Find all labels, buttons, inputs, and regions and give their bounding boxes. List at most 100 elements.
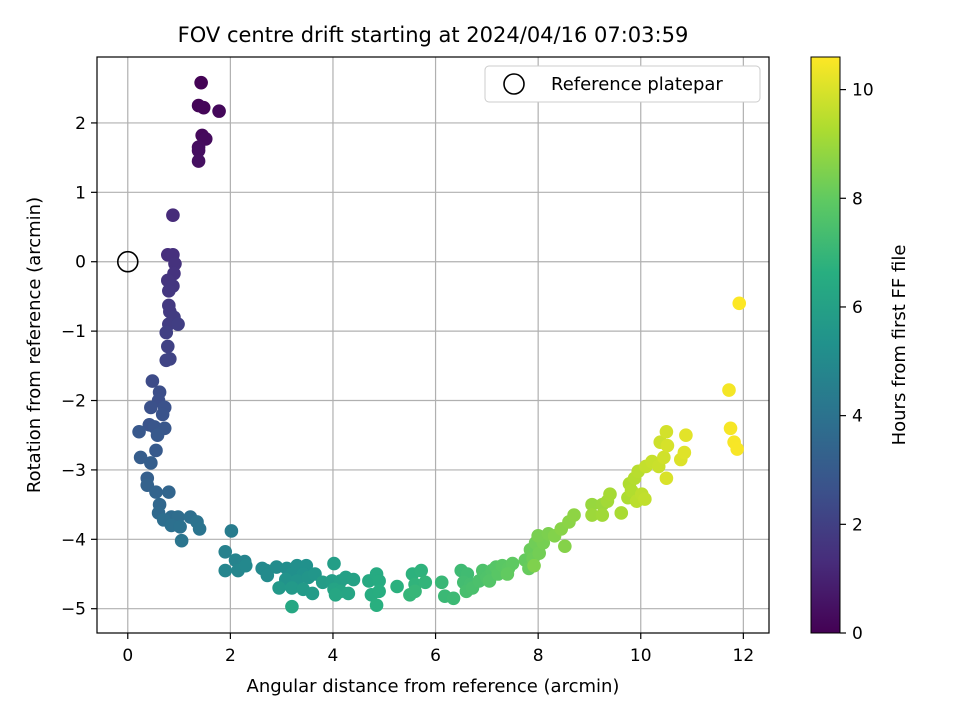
data-point xyxy=(532,546,546,560)
data-point xyxy=(155,407,170,422)
data-point xyxy=(272,581,286,595)
colorbar-tick-label: 0 xyxy=(852,624,863,644)
data-point xyxy=(372,584,386,599)
data-point xyxy=(196,100,211,115)
data-point xyxy=(408,584,422,599)
data-point xyxy=(558,539,572,554)
data-point xyxy=(144,400,158,415)
data-point xyxy=(659,424,674,439)
data-point xyxy=(171,317,185,331)
colorbar-ticks: 0 2 4 6 8 10 xyxy=(840,81,874,644)
scatter-points xyxy=(132,75,747,614)
data-point xyxy=(159,353,174,368)
data-point xyxy=(500,567,515,581)
data-point xyxy=(328,588,343,602)
data-point xyxy=(595,508,610,522)
data-point xyxy=(218,563,233,578)
x-tick-label: 6 xyxy=(430,646,441,666)
data-point xyxy=(730,442,744,456)
legend-marker xyxy=(503,73,525,95)
data-point xyxy=(145,374,160,388)
data-point xyxy=(505,556,520,571)
data-point xyxy=(723,421,738,436)
y-tick-label: −3 xyxy=(61,461,86,481)
data-point xyxy=(162,485,176,499)
colorbar-tick-label: 4 xyxy=(852,407,863,427)
data-point xyxy=(659,471,674,486)
y-axis-label: Rotation from reference (arcmin) xyxy=(24,197,45,493)
legend-box xyxy=(484,65,761,103)
data-point xyxy=(567,508,581,522)
data-point xyxy=(638,492,652,506)
x-axis-ticks: 0 2 4 6 8 10 12 xyxy=(122,633,754,666)
colorbar-tick-label: 6 xyxy=(852,298,863,318)
y-tick-label: −4 xyxy=(61,530,86,550)
colorbar-tick-label: 2 xyxy=(852,515,863,535)
data-point xyxy=(327,556,341,571)
data-point xyxy=(414,563,429,578)
y-tick-label: 1 xyxy=(75,183,86,203)
data-point xyxy=(679,428,693,443)
data-point xyxy=(218,545,233,559)
x-tick-label: 8 xyxy=(533,646,544,666)
data-point xyxy=(434,575,449,590)
data-point xyxy=(149,443,163,458)
data-point xyxy=(192,522,207,536)
data-point xyxy=(614,506,629,520)
data-point xyxy=(144,456,158,470)
data-point xyxy=(660,438,675,453)
x-axis-label: Angular distance from reference (arcmin) xyxy=(247,676,620,697)
data-point xyxy=(194,75,208,90)
data-point xyxy=(174,533,189,548)
colorbar-label: Hours from first FF file xyxy=(889,245,910,446)
colorbar: 0 2 4 6 8 10 Hours from first FF file xyxy=(810,56,910,644)
data-point xyxy=(732,296,747,311)
colorbar-gradient xyxy=(810,56,841,634)
data-point xyxy=(346,572,361,587)
data-point xyxy=(305,586,320,601)
data-point xyxy=(585,508,599,522)
data-point xyxy=(224,524,239,538)
data-point xyxy=(162,284,176,298)
data-point xyxy=(212,104,226,118)
data-point xyxy=(341,586,356,601)
data-point xyxy=(160,339,175,354)
legend: Reference platepar xyxy=(484,65,761,103)
colorbar-tick-label: 10 xyxy=(852,81,874,101)
data-point xyxy=(390,579,404,594)
data-point xyxy=(446,591,461,606)
data-point xyxy=(149,485,163,499)
chart-title: FOV centre drift starting at 2024/04/16 … xyxy=(178,23,689,47)
colorbar-tick-label: 8 xyxy=(852,189,863,209)
y-tick-label: 2 xyxy=(75,114,86,134)
data-point xyxy=(133,450,148,465)
data-point xyxy=(159,325,174,340)
x-tick-label: 0 xyxy=(122,646,133,666)
y-axis-ticks: −5 −4 −3 −2 −1 0 1 2 xyxy=(61,114,97,620)
plot-background xyxy=(97,57,769,633)
y-tick-label: −2 xyxy=(61,392,86,412)
y-tick-label: −1 xyxy=(61,322,86,342)
y-tick-label: −5 xyxy=(61,600,86,620)
data-point xyxy=(166,208,180,223)
data-point xyxy=(132,424,146,439)
legend-label: Reference platepar xyxy=(551,74,723,95)
data-point xyxy=(191,154,206,168)
x-tick-label: 10 xyxy=(630,646,652,666)
x-tick-label: 12 xyxy=(733,646,755,666)
data-point xyxy=(677,445,692,460)
data-point xyxy=(269,560,284,574)
data-point xyxy=(285,581,299,595)
data-point xyxy=(418,575,433,590)
plot-frame xyxy=(96,56,770,634)
data-point xyxy=(585,497,599,512)
data-point xyxy=(624,483,639,498)
data-point xyxy=(260,568,275,583)
data-point xyxy=(191,143,206,158)
data-point xyxy=(150,428,165,443)
x-tick-label: 2 xyxy=(225,646,236,666)
data-point xyxy=(238,558,253,573)
data-point xyxy=(173,520,187,534)
